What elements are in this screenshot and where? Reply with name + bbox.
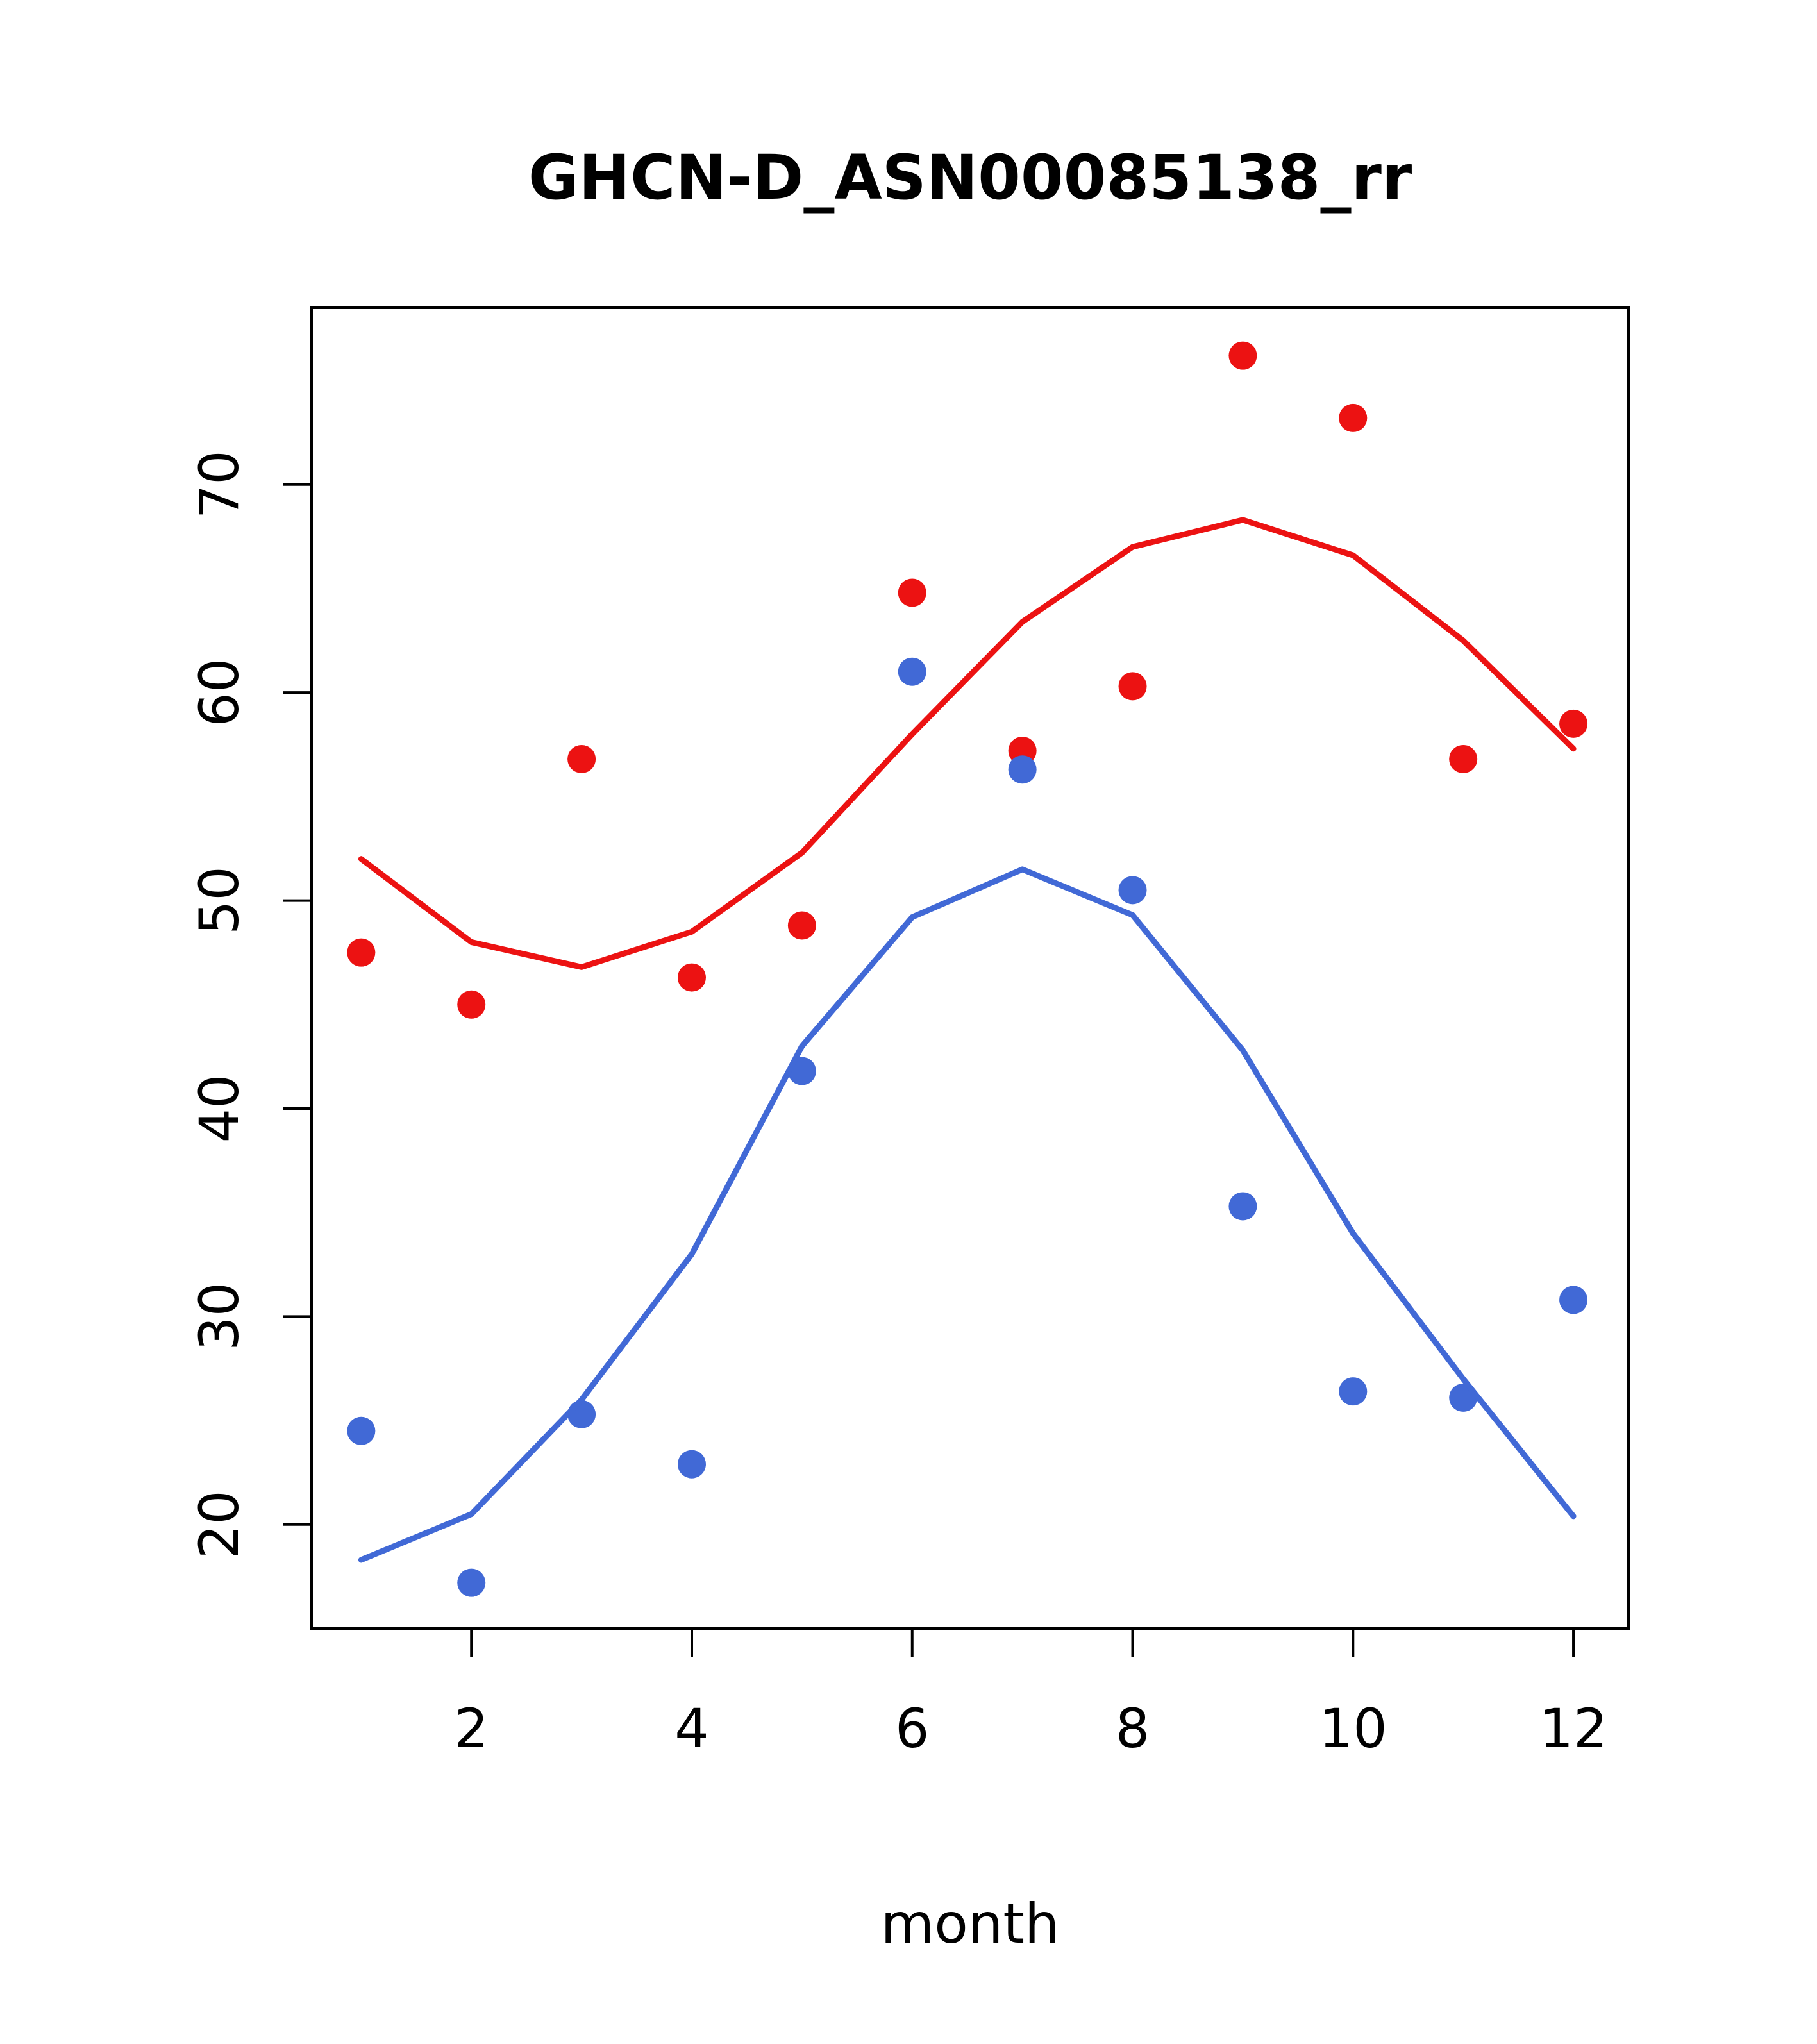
x-tick-label: 8 (1116, 1697, 1150, 1760)
data-point (898, 578, 926, 607)
data-point (567, 744, 596, 773)
data-point (457, 990, 486, 1019)
x-tick-label: 6 (895, 1697, 929, 1760)
series-blue-smooth-line (358, 866, 1577, 1563)
data-point (567, 1400, 596, 1428)
data-point (677, 963, 706, 992)
chart-title: GHCN-D_ASN00085138_rr (528, 142, 1412, 214)
series-red-monthly-points (347, 341, 1588, 1019)
x-tick-label: 4 (674, 1697, 708, 1760)
data-point (1339, 403, 1368, 432)
x-tick-label: 2 (455, 1697, 489, 1760)
y-tick-label: 30 (188, 1282, 251, 1351)
data-point (347, 1416, 376, 1445)
data-point (1228, 341, 1257, 370)
series-blue-monthly-points (347, 657, 1588, 1597)
data-point (1118, 876, 1147, 905)
plot-border (310, 306, 1630, 1630)
y-tick-label: 20 (188, 1490, 251, 1559)
plot-area: 2 4 6 8 10 12 20 30 40 50 60 70 (188, 306, 1630, 1760)
y-tick-label: 70 (188, 450, 251, 519)
y-tick-label: 50 (188, 866, 251, 935)
data-point (677, 1450, 706, 1479)
x-tick-label: 10 (1319, 1697, 1387, 1760)
data-point (898, 657, 926, 686)
data-point (1228, 1192, 1257, 1221)
x-tick-label: 12 (1539, 1697, 1608, 1760)
data-point (1008, 755, 1037, 784)
y-tick-label: 40 (188, 1075, 251, 1143)
y-tick-label: 60 (188, 658, 251, 727)
data-point (1559, 1286, 1588, 1314)
data-point (787, 911, 816, 940)
data-point (1118, 672, 1147, 701)
data-point (1559, 709, 1588, 738)
series-red-smooth-line (358, 517, 1577, 970)
data-point (1449, 744, 1478, 773)
data-point (347, 938, 376, 967)
x-axis-label: month (880, 1892, 1059, 1956)
data-point (1339, 1377, 1368, 1406)
data-point (457, 1568, 486, 1597)
